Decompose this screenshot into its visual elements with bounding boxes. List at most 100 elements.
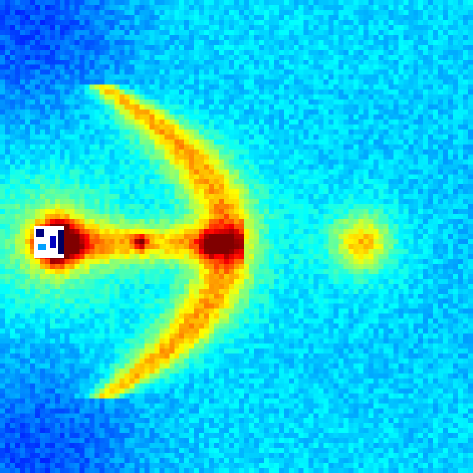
pixel — [294, 124, 299, 129]
pixel — [219, 139, 224, 144]
pixel — [219, 70, 224, 75]
pixel — [453, 184, 458, 189]
pixel — [105, 124, 110, 129]
pixel — [408, 134, 413, 139]
pixel — [344, 30, 349, 35]
pixel — [20, 25, 25, 30]
pixel — [309, 90, 314, 95]
pixel — [463, 85, 468, 90]
pixel — [294, 20, 299, 25]
pixel — [70, 239, 75, 244]
pixel — [383, 209, 388, 214]
pixel — [403, 110, 408, 115]
pixel — [358, 229, 363, 234]
pixel — [60, 154, 65, 159]
pixel — [309, 40, 314, 45]
pixel — [428, 149, 433, 154]
pixel — [358, 85, 363, 90]
pixel — [169, 30, 174, 35]
pixel — [139, 85, 144, 90]
pixel — [50, 144, 55, 149]
pixel — [344, 174, 349, 179]
pixel — [453, 0, 458, 5]
pixel — [329, 115, 334, 120]
pixel — [209, 95, 214, 100]
pixel — [463, 184, 468, 189]
pixel — [75, 95, 80, 100]
pixel — [254, 254, 259, 259]
pixel — [259, 134, 264, 139]
pixel — [438, 159, 443, 164]
pixel — [60, 149, 65, 154]
pixel — [289, 15, 294, 20]
pixel — [304, 5, 309, 10]
pixel — [349, 184, 354, 189]
pixel — [234, 90, 239, 95]
pixel — [204, 124, 209, 129]
pixel — [179, 214, 184, 219]
pixel — [299, 0, 304, 5]
pixel — [90, 95, 95, 100]
pixel — [368, 244, 373, 249]
pixel — [194, 100, 199, 105]
pixel — [349, 95, 354, 100]
pixel — [149, 50, 154, 55]
pixel — [25, 5, 30, 10]
pixel — [304, 154, 309, 159]
pixel — [398, 139, 403, 144]
pixel — [368, 184, 373, 189]
pixel — [259, 259, 264, 264]
pixel — [139, 65, 144, 70]
pixel — [70, 259, 75, 264]
pixel — [383, 199, 388, 204]
pixel — [279, 244, 284, 249]
pixel — [154, 174, 159, 179]
pixel — [149, 224, 154, 229]
pixel — [229, 209, 234, 214]
pixel — [438, 199, 443, 204]
pixel — [358, 234, 363, 239]
pixel — [363, 40, 368, 45]
pixel — [119, 75, 124, 80]
pixel — [393, 40, 398, 45]
pixel — [129, 169, 134, 174]
pixel — [249, 5, 254, 10]
pixel — [70, 139, 75, 144]
pixel — [20, 214, 25, 219]
pixel — [139, 124, 144, 129]
pixel — [55, 179, 60, 184]
pixel — [234, 194, 239, 199]
pixel — [129, 249, 134, 254]
pixel — [224, 184, 229, 189]
pixel — [463, 219, 468, 224]
pixel — [403, 244, 408, 249]
pixel — [329, 45, 334, 50]
pixel — [70, 25, 75, 30]
pixel — [373, 169, 378, 174]
pixel — [149, 164, 154, 169]
pixel — [154, 229, 159, 234]
pixel — [368, 149, 373, 154]
pixel — [20, 0, 25, 5]
pixel — [134, 70, 139, 75]
pixel — [169, 55, 174, 60]
pixel — [413, 70, 418, 75]
pixel — [25, 224, 30, 229]
pixel — [209, 174, 214, 179]
pixel — [65, 169, 70, 174]
pixel — [349, 105, 354, 110]
pixel — [334, 154, 339, 159]
pixel — [393, 184, 398, 189]
pixel — [264, 184, 269, 189]
pixel — [0, 184, 5, 189]
pixel — [214, 25, 219, 30]
pixel — [15, 0, 20, 5]
pixel — [204, 229, 209, 234]
pixel — [413, 40, 418, 45]
pixel — [279, 65, 284, 70]
pixel — [219, 159, 224, 164]
pixel — [110, 234, 115, 239]
pixel — [219, 20, 224, 25]
pixel — [299, 179, 304, 184]
pixel — [134, 174, 139, 179]
